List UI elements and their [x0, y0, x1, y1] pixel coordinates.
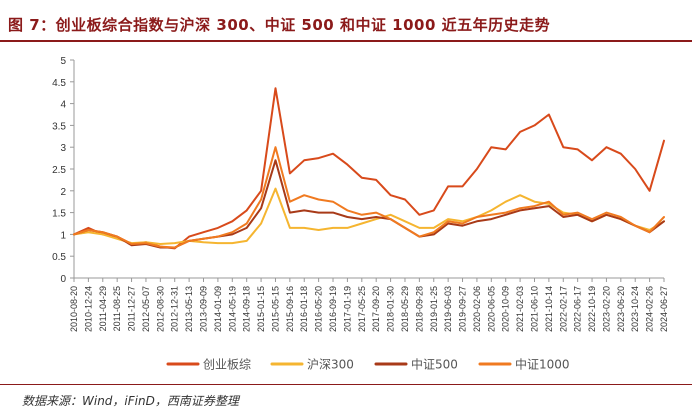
x-tick-label: 2021-02-03 [515, 286, 525, 332]
x-tick-label: 2016-09-19 [328, 286, 338, 332]
x-tick-label: 2015-01-15 [256, 286, 266, 332]
x-tick-label: 2012-08-30 [155, 286, 165, 332]
x-tick-label: 2020-10-09 [501, 286, 511, 332]
source-divider [0, 384, 692, 385]
series-lines [73, 87, 665, 250]
x-tick-label: 2023-10-24 [630, 286, 640, 332]
x-tick-label: 2011-12-27 [127, 286, 137, 331]
x-tick-label: 2011-08-25 [112, 286, 122, 331]
x-tick-label: 2020-06-05 [486, 286, 496, 332]
x-tick-label: 2020-02-06 [472, 286, 482, 332]
x-tick-label: 2015-09-16 [285, 286, 295, 332]
x-tick-label: 2021-06-10 [529, 286, 539, 332]
x-tick-label: 2010-08-20 [69, 286, 79, 332]
legend: 创业板综 沪深300 中证500 中证1000 [166, 357, 570, 372]
x-tick-label: 2013-05-13 [184, 286, 194, 332]
x-tick-label: 2019-01-25 [429, 286, 439, 332]
x-tick-label: 2012-12-31 [170, 286, 180, 332]
x-tick-label: 2015-05-15 [270, 286, 280, 332]
legend-label: 沪深300 [307, 358, 354, 372]
x-axis: 2010-08-20 2010-12-24 2011-04-29 2011-08-25… [69, 277, 669, 332]
x-tick-label: 2016-05-20 [314, 286, 324, 332]
x-tick-label: 2024-02-26 [645, 286, 655, 332]
source-note: 数据来源：Wind，iFinD，西南证券整理 [22, 394, 239, 408]
x-tick-label: 2024-06-27 [659, 286, 669, 332]
x-tick-label: 2016-01-18 [299, 286, 309, 332]
x-tick-label: 2018-01-30 [386, 286, 396, 332]
legend-label: 创业板综 [203, 358, 251, 372]
x-tick-label: 2014-01-09 [213, 286, 223, 332]
y-tick-label: 0 [60, 274, 66, 285]
legend-label: 中证500 [411, 357, 458, 372]
legend-label: 中证1000 [515, 357, 570, 372]
line-chart: 0 0.5 1 1.5 2 2.5 3 3.5 4 4.5 5 2010-08-20 2010-12-… [52, 56, 669, 372]
x-tick-label: 2023-02-20 [601, 286, 611, 332]
x-tick-label: 2023-06-20 [616, 286, 626, 332]
x-tick-label: 2012-05-07 [141, 286, 151, 332]
x-tick-label: 2017-09-20 [371, 286, 381, 332]
y-tick-label: 2 [60, 187, 66, 198]
x-tick-label: 2017-01-19 [342, 286, 352, 332]
x-tick-label: 2010-12-24 [83, 286, 93, 332]
y-tick-label: 3 [60, 143, 66, 154]
x-tick-label: 2014-05-19 [227, 286, 237, 332]
x-tick-label: 2022-06-17 [573, 286, 583, 332]
y-axis: 0 0.5 1 1.5 2 2.5 3 3.5 4 4.5 5 [52, 56, 75, 285]
figure-title: 图 7：创业板综合指数与沪深 300、中证 500 和中证 1000 近五年历史… [8, 16, 551, 34]
x-tick-label: 2021-10-14 [544, 286, 554, 332]
title-divider [0, 40, 692, 42]
series-line [73, 87, 665, 250]
x-tick-label: 2017-05-25 [357, 286, 367, 332]
y-tick-label: 4.5 [52, 78, 66, 89]
x-tick-label: 2022-02-17 [558, 286, 568, 332]
y-tick-label: 2.5 [52, 165, 66, 176]
y-tick-label: 1.5 [52, 209, 66, 220]
x-tick-label: 2011-04-29 [98, 286, 108, 331]
series-line [73, 159, 665, 249]
x-tick-label: 2022-10-19 [587, 286, 597, 332]
y-tick-label: 5 [60, 56, 66, 67]
y-tick-label: 1 [60, 230, 66, 241]
y-tick-label: 3.5 [52, 121, 66, 132]
x-tick-label: 2013-09-09 [199, 286, 209, 332]
x-tick-label: 2019-06-03 [443, 286, 453, 332]
x-tick-label: 2014-09-18 [242, 286, 252, 332]
x-tick-label: 2018-05-29 [400, 286, 410, 332]
series-line [73, 146, 665, 249]
series-line [73, 187, 665, 245]
x-tick-label: 2018-09-28 [414, 286, 424, 332]
x-tick-label: 2019-09-27 [458, 286, 468, 332]
y-tick-label: 0.5 [52, 252, 66, 263]
y-tick-label: 4 [60, 100, 66, 111]
